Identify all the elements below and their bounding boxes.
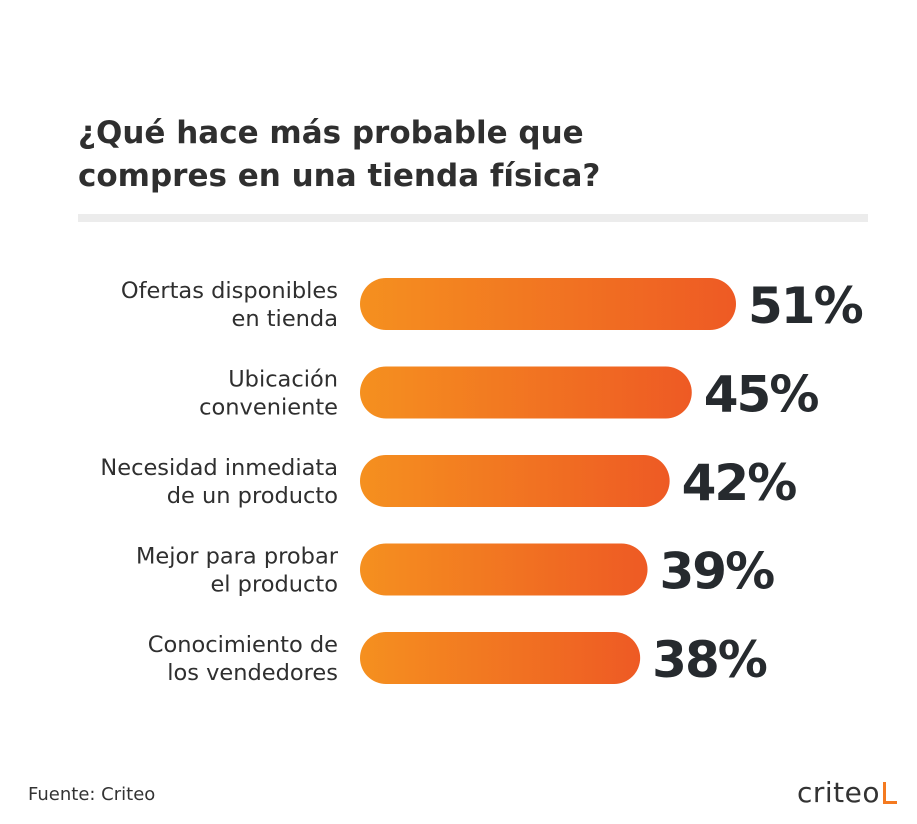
- criteo-logo-text: criteo: [796, 776, 880, 809]
- bar-2: [360, 366, 692, 419]
- value-label-5: 38%: [652, 631, 767, 689]
- title-divider: [78, 214, 868, 222]
- bar-5: [360, 632, 641, 684]
- value-label-1: 51%: [748, 277, 863, 335]
- category-label-2: Ubicación conveniente: [199, 367, 338, 421]
- criteo-logo: criteo: [797, 776, 897, 809]
- criteo-logo-mark-icon: [883, 782, 897, 804]
- value-label-2: 45%: [704, 366, 819, 424]
- category-label-4: Mejor para probar el producto: [136, 544, 339, 598]
- bar-1: [360, 278, 736, 330]
- source-note: Fuente: Criteo: [28, 784, 156, 805]
- chart-title: ¿Qué hace más probable que compres en un…: [78, 112, 838, 198]
- category-label-1: Ofertas disponibles en tienda: [121, 278, 338, 332]
- category-label-5: Conocimiento de los vendedores: [148, 632, 338, 686]
- value-label-4: 39%: [660, 543, 775, 601]
- bars-layer: Ofertas disponibles en tienda 51% Ubicación…: [100, 277, 864, 689]
- category-label-3: Necesidad inmediata de un producto: [100, 455, 338, 509]
- chart-title-line-1: ¿Qué hace más probable que: [78, 115, 584, 151]
- value-label-3: 42%: [682, 454, 797, 512]
- bar-3: [360, 455, 670, 507]
- chart-title-line-2: compres en una tienda física?: [78, 158, 601, 194]
- bar-4: [360, 543, 648, 596]
